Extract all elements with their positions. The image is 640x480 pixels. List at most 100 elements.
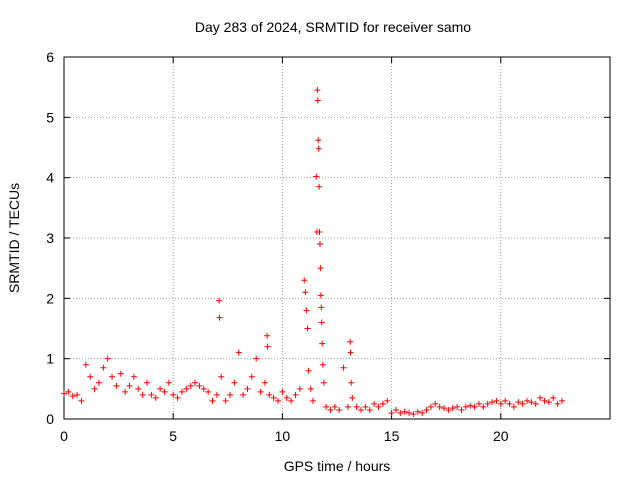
y-axis-label: SRMTID / TECUs [6,183,22,293]
data-point [100,364,107,371]
data-point [558,397,565,404]
data-point [327,406,334,413]
data-point [545,399,552,406]
data-point [231,379,238,386]
data-point [170,391,177,398]
data-point [91,385,98,392]
data-point [264,343,271,350]
data-point [392,406,399,413]
data-point [347,338,354,345]
data-point [317,265,324,272]
data-point [462,403,469,410]
data-point [216,297,223,304]
data-point [307,385,314,392]
chart-title: Day 283 of 2024, SRMTID for receiver sam… [195,19,471,35]
data-point [419,409,426,416]
data-point [309,397,316,404]
data-point [554,400,561,407]
data-point [454,403,461,410]
data-point [122,388,129,395]
data-point [519,400,526,407]
data-point [126,382,133,389]
data-point [320,379,327,386]
data-point [384,397,391,404]
x-tick-label: 0 [60,428,68,444]
data-point [317,292,324,299]
data-point [235,349,242,356]
data-point [371,400,378,407]
data-point [515,399,522,406]
data-point [497,400,504,407]
data-point [318,319,325,326]
data-point [318,304,325,311]
data-point [388,409,395,416]
x-tick-label: 5 [169,428,177,444]
data-point [471,403,478,410]
data-point [436,403,443,410]
data-point [161,388,168,395]
y-tick-label: 4 [46,170,54,186]
data-point [253,355,260,362]
data-point [315,137,322,144]
data-point [344,403,351,410]
data-point [480,403,487,410]
data-point [314,87,321,94]
data-point [95,379,102,386]
data-point [348,379,355,386]
data-point [366,406,373,413]
data-point [261,379,268,386]
x-tick-label: 20 [493,428,509,444]
data-point [270,394,277,401]
data-point [104,355,111,362]
data-point [143,379,150,386]
data-point [414,408,421,415]
data-point [401,408,408,415]
y-tick-label: 2 [46,290,54,306]
data-point [537,394,544,401]
data-point [283,394,290,401]
data-point [445,406,452,413]
data-point [87,373,94,380]
data-point [528,399,535,406]
data-point [244,385,251,392]
data-point [303,307,310,314]
data-point [316,228,323,235]
data-point [475,400,482,407]
data-point [375,403,382,410]
data-point [240,391,247,398]
data-point [226,391,233,398]
data-point [349,394,356,401]
data-point [358,406,365,413]
data-point [467,402,474,409]
data-points [61,87,565,418]
data-point [353,403,360,410]
data-point [130,373,137,380]
data-point [331,403,338,410]
data-point [316,183,323,190]
data-point [362,403,369,410]
data-point [192,379,199,386]
data-point [319,340,326,347]
data-point [458,406,465,413]
data-point [174,394,181,401]
data-point [397,409,404,416]
data-point [319,361,326,368]
data-point [510,403,517,410]
y-tick-label: 6 [46,49,54,65]
data-point [196,382,203,389]
data-point [113,382,120,389]
data-point [157,385,164,392]
data-point [340,364,347,371]
y-tick-label: 3 [46,230,54,246]
data-point [178,388,185,395]
data-point [78,397,85,404]
data-point [432,400,439,407]
data-point [248,373,255,380]
data-point [541,397,548,404]
data-point [222,397,229,404]
data-point [266,391,273,398]
data-point [316,241,323,248]
data-point [65,388,72,395]
data-point [69,393,76,400]
